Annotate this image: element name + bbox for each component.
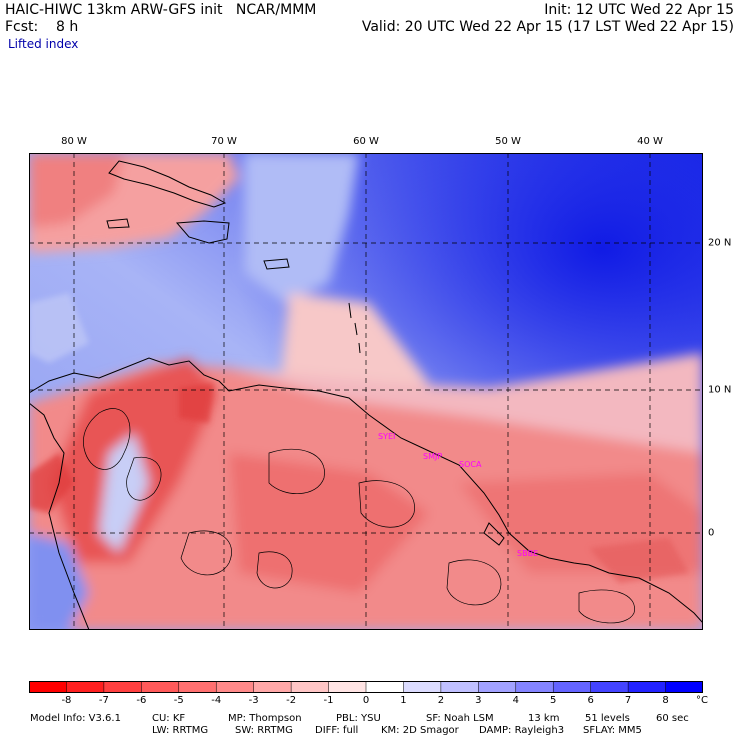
colorbar-cell (665, 681, 703, 693)
lon-label-80w: 80 W (61, 136, 87, 147)
colorbar-cell (253, 681, 292, 693)
colorbar-cell (328, 681, 367, 693)
footer-mp: MP: Thompson (228, 713, 302, 724)
colorbar-tick-label: -5 (173, 695, 184, 706)
colorbar-tick-label: 5 (550, 695, 557, 706)
colorbar-tick-label: 1 (400, 695, 407, 706)
map-frame (29, 153, 703, 630)
footer-model-info: Model Info: V3.6.1 (30, 713, 121, 724)
colorbar-cell (365, 681, 404, 693)
colorbar (29, 681, 703, 693)
lat-lon-grid (29, 153, 703, 630)
colorbar-tick-label: 0 (362, 695, 370, 706)
lat-label-10n: 10 N (708, 384, 732, 396)
footer-cu: CU: KF (152, 713, 186, 724)
valid-time: Valid: 20 UTC Wed 22 Apr 15 (17 LST Wed … (361, 19, 734, 35)
footer-sw: SW: RRTMG (235, 725, 293, 736)
lon-label-50w: 50 W (495, 136, 521, 147)
footer-damp: DAMP: Rayleigh3 (479, 725, 565, 736)
colorbar-tick-label: -1 (323, 695, 334, 706)
colorbar-cell (478, 681, 517, 693)
jamaica-coast (106, 218, 130, 229)
cuba-coast (108, 160, 227, 208)
footer-sf: SF: Noah LSM (426, 713, 494, 724)
footer-lw: LW: RRTMG (152, 725, 209, 736)
footer-timestep: 60 sec (656, 713, 689, 724)
lon-label-70w: 70 W (211, 136, 237, 147)
footer-pbl: PBL: YSU (336, 713, 381, 724)
colorbar-cell (627, 681, 667, 693)
station-sbbe: SBBE (517, 549, 538, 558)
field-name: Lifted index (8, 37, 79, 51)
lifted-index-map: SYEI SMJP SOCA SBBE (29, 153, 703, 630)
colorbar-tick-label: -6 (136, 695, 147, 706)
model-title: HAIC-HIWC 13km ARW-GFS init NCAR/MMM (5, 2, 317, 18)
colorbar-cell (552, 681, 592, 693)
south-america-coast (29, 357, 590, 566)
colorbar-cell (103, 681, 142, 693)
colorbar-tick-label: -4 (211, 695, 222, 706)
lat-label-20n: 20 N (708, 237, 732, 249)
colorbar-cell (590, 681, 629, 693)
colorbar-tick-label: -7 (98, 695, 109, 706)
hispaniola-coast (175, 220, 230, 244)
station-smjp: SMJP (423, 452, 442, 461)
colorbar-cell (215, 681, 255, 693)
colorbar-tick-label: 4 (512, 695, 519, 706)
colorbar-cell (290, 681, 330, 693)
colorbar-cell (515, 681, 554, 693)
footer-sflay: SFLAY: MM5 (583, 725, 642, 736)
colorbar-cell (66, 681, 105, 693)
colorbar-tick-label: 6 (587, 695, 594, 706)
lat-label-eq: 0 (708, 527, 715, 539)
colorbar-tick-label: -2 (286, 695, 297, 706)
footer-km: KM: 2D Smagor (381, 725, 459, 736)
colorbar-tick-label: -3 (248, 695, 259, 706)
pacific-coast (29, 402, 90, 630)
colorbar-cell (403, 681, 442, 693)
init-time: Init: 12 UTC Wed 22 Apr 15 (544, 2, 734, 18)
forecast-hour: Fcst: 8 h (5, 19, 79, 35)
station-soca: SOCA (459, 460, 482, 469)
colorbar-cell (141, 681, 180, 693)
coastlines (29, 160, 703, 630)
lon-label-40w: 40 W (637, 136, 663, 147)
colorbar-tick-label: -8 (61, 695, 72, 706)
puerto-rico-coast (263, 258, 290, 270)
station-syei: SYEI (378, 432, 395, 441)
footer-diff: DIFF: full (315, 725, 359, 736)
colorbar-tick-label: 2 (437, 695, 445, 706)
colorbar-tick-label: 7 (624, 695, 632, 706)
li-contours (83, 408, 635, 624)
lon-label-60w: 60 W (353, 136, 379, 147)
colorbar-cell (29, 681, 67, 693)
footer-resolution: 13 km (528, 713, 560, 724)
footer-levels: 51 levels (585, 713, 630, 724)
colorbar-cell (178, 681, 217, 693)
colorbar-cell (440, 681, 479, 693)
colorbar-tick-label: 3 (475, 695, 482, 706)
lesser-antilles (348, 302, 361, 354)
colorbar-tick-label: 8 (662, 695, 669, 706)
colorbar-unit: °C (696, 695, 708, 706)
